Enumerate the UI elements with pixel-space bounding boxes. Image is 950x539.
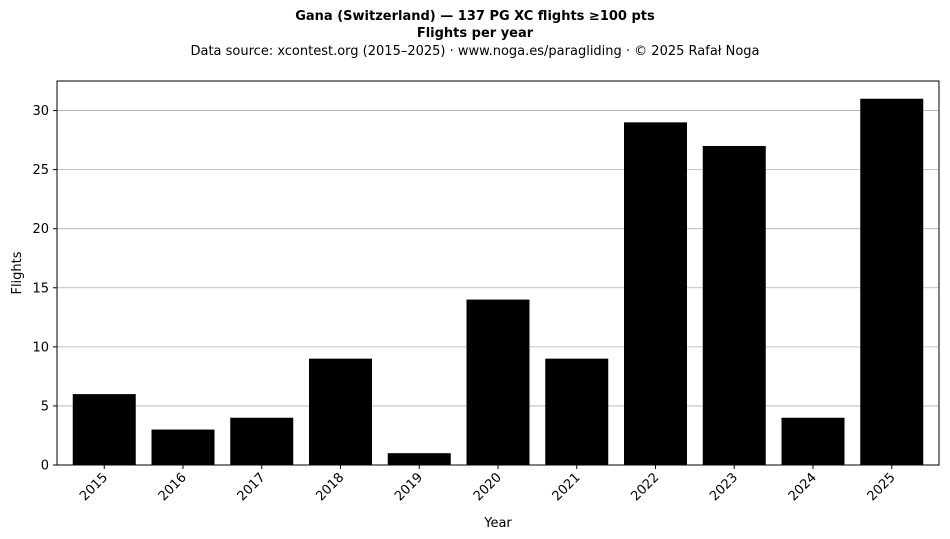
x-axis-ticks: 2015 2016 2017 2018 2019 2020 2021 2022 2023 2024… [77, 465, 899, 504]
bar-2018 [309, 358, 372, 465]
x-axis-label: Year [483, 516, 512, 531]
x-tick-label: 2018 [313, 470, 347, 504]
bar-2020 [466, 299, 530, 465]
y-axis-ticks: 0 5 10 15 20 25 30 [32, 104, 57, 474]
bar-2025 [860, 98, 924, 465]
x-tick-label: 2017 [235, 470, 269, 504]
x-tick-label: 2015 [77, 470, 111, 504]
y-tick-label: 30 [32, 104, 49, 119]
x-tick-label: 2020 [471, 470, 505, 504]
x-tick-label: 2023 [707, 470, 741, 504]
y-tick-label: 25 [32, 163, 49, 178]
y-axis-label: Flights [10, 251, 25, 294]
bar-2023 [702, 145, 766, 465]
bar-2019 [387, 453, 451, 465]
x-tick-label: 2016 [156, 470, 190, 504]
bar-2016 [151, 429, 215, 465]
x-tick-label: 2021 [550, 470, 584, 504]
y-tick-label: 20 [32, 222, 49, 237]
bar-2017 [230, 417, 294, 465]
chart-subtitle: Flights per year [416, 26, 534, 41]
bar-2015 [72, 394, 136, 465]
y-tick-label: 5 [41, 399, 49, 414]
bar-2024 [781, 417, 845, 465]
bars [72, 98, 924, 465]
bar-2021 [545, 358, 609, 465]
bar-2022 [624, 122, 687, 465]
x-tick-label: 2019 [392, 470, 426, 504]
y-tick-label: 15 [32, 281, 49, 296]
x-tick-label: 2022 [628, 470, 662, 504]
chart-source-note: Data source: xcontest.org (2015–2025) · … [190, 44, 760, 59]
chart-title: Gana (Switzerland) — 137 PG XC flights ≥… [295, 9, 655, 24]
chart-header: Gana (Switzerland) — 137 PG XC flights ≥… [0, 8, 950, 60]
y-tick-label: 0 [41, 459, 49, 474]
x-tick-label: 2024 [786, 470, 820, 504]
x-tick-label: 2025 [865, 470, 899, 504]
y-tick-label: 10 [32, 340, 49, 355]
